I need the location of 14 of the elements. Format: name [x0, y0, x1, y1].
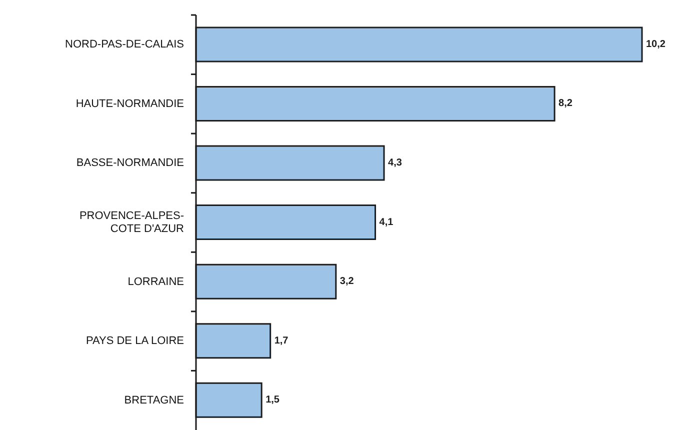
y-tick-label: PAYS DE LA LOIRE — [86, 335, 184, 348]
data-label: 1,5 — [266, 394, 280, 406]
data-label: 1,7 — [274, 335, 289, 346]
y-tick-label: NORD-PAS-DE-CALAIS — [65, 38, 184, 51]
y-tick-label: BRETAGNE — [124, 394, 184, 406]
data-label: 4,3 — [388, 158, 402, 169]
y-tick-label: BASSE-NORMANDIE — [76, 157, 184, 170]
data-label: 8,2 — [558, 98, 573, 110]
y-tick-label: HAUTE-NORMANDIE — [76, 98, 184, 110]
data-label: 4,1 — [379, 216, 394, 228]
y-tick-label: PROVENCE-ALPES-COTE D'AZUR — [79, 210, 184, 235]
data-label: 3,2 — [340, 276, 354, 288]
y-tick-label: LORRAINE — [128, 276, 184, 288]
data-label: 10,2 — [646, 38, 666, 50]
